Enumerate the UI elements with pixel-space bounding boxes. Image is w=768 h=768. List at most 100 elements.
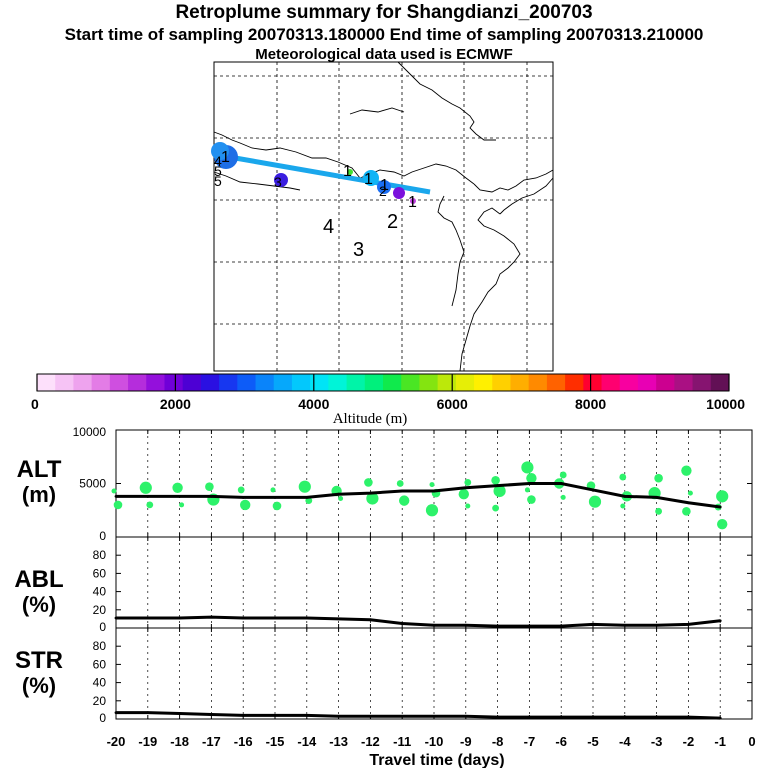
colorbar-tick-label: 10000 [706, 396, 745, 412]
colorbar-cell [55, 374, 74, 391]
colorbar-cell [510, 374, 530, 391]
plume-marker [347, 169, 353, 175]
colorbar-cell [692, 374, 712, 391]
colorbar-label: Altitude (m) [333, 411, 408, 427]
cluster-point [270, 487, 276, 493]
plume-marker [377, 180, 391, 194]
plume-marker [363, 170, 379, 186]
x-tick-label: -1 [714, 734, 726, 749]
colorbar-cell [546, 374, 566, 391]
colorbar-cell [637, 374, 657, 391]
plume-marker [211, 142, 229, 160]
str-data-point [432, 714, 436, 718]
x-tick-label: -12 [361, 734, 380, 749]
cluster-label: 1 [221, 149, 230, 166]
cluster-label: 4 [214, 153, 222, 169]
alt-data-point [241, 496, 245, 499]
plume-markers [211, 142, 416, 204]
str-series-line [116, 711, 721, 720]
x-tick-label: -7 [524, 734, 536, 749]
colorbar-tick-label: 0 [31, 396, 39, 412]
alt-data-point [655, 496, 658, 499]
cluster-point [240, 499, 251, 511]
colorbar-cell [146, 374, 165, 391]
str-data-point [496, 715, 499, 719]
abl-data-point [655, 623, 658, 627]
x-tick-label: -17 [202, 734, 221, 749]
str-data-point [559, 715, 563, 719]
x-tick-label: -11 [393, 734, 411, 749]
abl-data-point [591, 622, 595, 626]
cluster-label: 4 [323, 216, 334, 238]
cluster-label: 2 [387, 211, 398, 233]
colorbar-cell [455, 374, 475, 391]
plume-marker [393, 187, 405, 199]
abl-data-point [464, 623, 468, 627]
cluster-label: 3 [353, 239, 364, 261]
str-data-point [655, 715, 658, 719]
x-tick-label: -8 [492, 734, 504, 749]
str-data-point [273, 713, 277, 717]
abl-data-point [210, 615, 213, 619]
colorbar-cell [219, 374, 238, 391]
x-tick-label: -18 [170, 734, 189, 749]
colorbar-cell [255, 374, 275, 391]
cluster-point [716, 490, 729, 503]
alt-data-point [591, 488, 595, 492]
x-tick-label: 0 [748, 734, 755, 749]
y-tick-label: 40 [93, 585, 107, 599]
abl-data-point [337, 617, 340, 621]
abl-data-point [623, 623, 627, 627]
cluster-label: 3 [274, 174, 282, 190]
alt-data-point [528, 482, 531, 485]
alt-data-point [464, 486, 468, 490]
colorbar-cell [310, 374, 329, 391]
abl-data-point [146, 616, 150, 620]
y-tick-label: 60 [93, 657, 107, 671]
str-panel-unit: (%) [22, 673, 56, 698]
alt-data-point [496, 484, 499, 488]
alt-data-point [305, 496, 309, 499]
cluster-point [139, 481, 152, 494]
str-data-point [337, 714, 340, 718]
cluster-point [205, 482, 214, 492]
y-tick-label: 80 [93, 548, 107, 562]
alt-data-point [369, 491, 372, 495]
met-data-note: Meteorological data used is ECMWF [255, 46, 513, 63]
alt-panel-unit: (m) [22, 482, 56, 507]
str-data-point [464, 714, 468, 718]
cluster-point [429, 482, 435, 488]
cluster-label: 5 [214, 163, 222, 179]
alt-data-point [559, 482, 563, 485]
chart-title: Retroplume summary for Shangdianzi_20070… [175, 2, 593, 23]
plume-centroid-line [217, 152, 431, 195]
x-tick-label: -15 [266, 734, 285, 749]
colorbar-cell [474, 374, 493, 391]
abl-data-point [400, 622, 404, 625]
abl-data-point [114, 616, 118, 620]
colorbar-cell [674, 374, 694, 391]
colorbar-cell [109, 374, 129, 391]
cluster-point [366, 492, 379, 505]
cluster-point [493, 484, 506, 498]
abl-data-point [369, 618, 372, 622]
cluster-point [717, 518, 728, 530]
alt-panel-name: ALT [17, 456, 62, 483]
y-tick-label: 0 [99, 620, 106, 634]
cluster-point [111, 488, 117, 494]
cluster-point [338, 495, 344, 501]
colorbar-tick-label: 8000 [575, 396, 606, 412]
y-tick-label: 20 [93, 603, 107, 617]
colorbar-cell [182, 374, 202, 391]
str-data-point [623, 715, 627, 719]
colorbar-cell [601, 374, 621, 391]
cluster-point [559, 471, 567, 479]
colorbar-cell [401, 374, 420, 391]
map-coastlines [213, 61, 554, 372]
plume-marker [274, 173, 288, 187]
cluster-label: 1 [380, 177, 389, 194]
cluster-point [654, 473, 663, 483]
abl-data-point [528, 624, 531, 628]
x-tick-label: -4 [619, 734, 631, 749]
str-data-point [528, 715, 531, 719]
